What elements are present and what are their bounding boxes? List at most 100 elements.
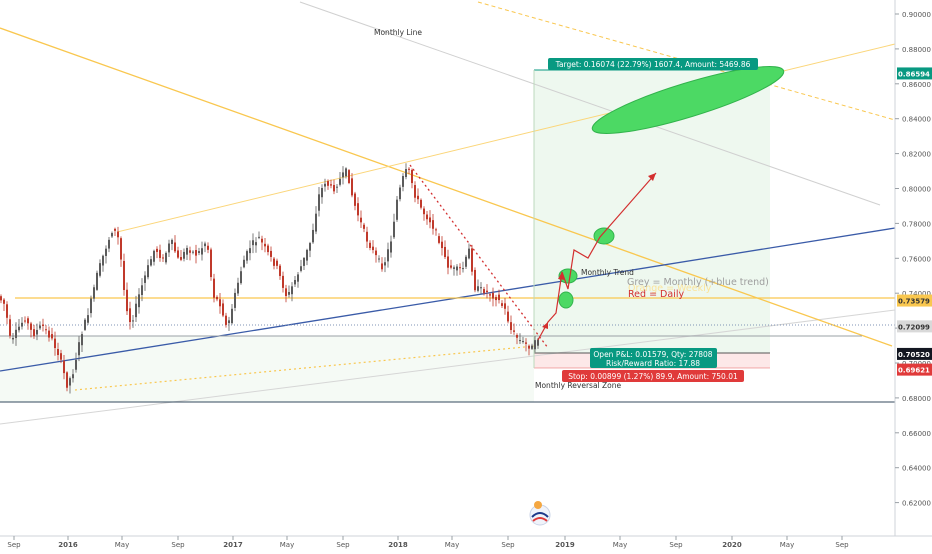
grey-long-trend[interactable] bbox=[0, 309, 896, 425]
orange-downtrend[interactable] bbox=[0, 27, 893, 347]
y-tick-label: 0.76000 bbox=[902, 255, 931, 263]
candle-body bbox=[189, 250, 191, 253]
candle-body bbox=[171, 239, 173, 244]
candle-body bbox=[279, 265, 281, 276]
candle-body bbox=[366, 231, 368, 242]
x-tick-label: May bbox=[613, 541, 627, 549]
arrow-heads bbox=[542, 173, 656, 329]
x-tick-label: Sep bbox=[7, 541, 21, 549]
candle-body bbox=[177, 250, 179, 258]
candle-body bbox=[282, 275, 284, 288]
candle-body bbox=[342, 172, 344, 178]
projection-arrows[interactable] bbox=[537, 172, 657, 341]
candle-body bbox=[135, 303, 137, 318]
candle-body bbox=[144, 275, 146, 283]
open-pl-badge[interactable]: Open P&L: 0.01579, Qty: 27808 Risk/Rewar… bbox=[590, 348, 717, 368]
candle-body bbox=[498, 294, 500, 301]
monthly-line-grey-upper[interactable] bbox=[299, 1, 881, 206]
candle-body bbox=[333, 185, 335, 192]
candle-body bbox=[327, 181, 329, 186]
candle-body bbox=[75, 359, 77, 370]
candle-body bbox=[378, 258, 380, 260]
candle-body bbox=[510, 322, 512, 331]
candle-body bbox=[210, 249, 212, 278]
candle-body bbox=[528, 345, 530, 349]
y-tick-label: 0.86000 bbox=[902, 81, 931, 89]
candle-body bbox=[258, 236, 260, 238]
candle-body bbox=[39, 325, 41, 329]
candle-body bbox=[222, 303, 224, 316]
candle-body bbox=[474, 269, 476, 291]
candle-body bbox=[87, 315, 89, 323]
projection-path[interactable] bbox=[537, 172, 657, 341]
x-tick-label: Sep bbox=[336, 541, 350, 549]
legend-grey-text: Grey = Monthly (+blue trend) bbox=[627, 277, 769, 288]
candle-body bbox=[525, 342, 527, 344]
orange-dashed-top[interactable] bbox=[477, 1, 896, 121]
candle-body bbox=[225, 315, 227, 325]
candle-body bbox=[99, 263, 101, 276]
target-label: Target: 0.16074 (22.79%) 1607.4, Amount:… bbox=[555, 60, 751, 69]
legend-hidden-text: Orange = Weekly bbox=[628, 283, 712, 294]
candle-body bbox=[312, 229, 314, 243]
ellipse-level[interactable] bbox=[558, 291, 574, 309]
risk-reward-label: Risk/Reward Ratio: 17.88 bbox=[606, 359, 700, 368]
red-dotted-daily-trend[interactable] bbox=[409, 164, 549, 349]
candle-body bbox=[315, 213, 317, 232]
orange-dotted-bottom[interactable] bbox=[74, 345, 536, 391]
candle-body bbox=[165, 252, 167, 263]
candle-body bbox=[492, 293, 494, 299]
candle-body bbox=[102, 255, 104, 266]
candle-body bbox=[336, 186, 338, 188]
candle-body bbox=[120, 238, 122, 260]
ellipse-mid[interactable] bbox=[593, 227, 615, 245]
candle-body bbox=[24, 320, 26, 322]
candle-body bbox=[348, 170, 350, 183]
candle-body bbox=[306, 249, 308, 261]
price-marker: 0.86594 bbox=[897, 67, 932, 80]
candle-body bbox=[51, 334, 53, 339]
candle-body bbox=[168, 243, 170, 253]
price-marker: 0.73579 bbox=[897, 294, 932, 307]
candle-body bbox=[309, 243, 311, 251]
target-ellipse[interactable] bbox=[587, 55, 788, 146]
candle-body bbox=[270, 250, 272, 257]
legend-red-text: Red = Daily bbox=[628, 289, 684, 300]
candle-body bbox=[456, 266, 458, 271]
candle-body bbox=[471, 248, 473, 272]
candle-body bbox=[114, 228, 116, 231]
candle-body bbox=[129, 308, 131, 323]
target-label-badge[interactable]: Target: 0.16074 (22.79%) 1607.4, Amount:… bbox=[548, 58, 758, 70]
candle-body bbox=[522, 341, 524, 343]
reversal-zone bbox=[0, 336, 534, 402]
y-tick-label: 0.64000 bbox=[902, 465, 931, 473]
candle-body bbox=[201, 248, 203, 255]
candle-body bbox=[531, 345, 533, 349]
trend-lines[interactable] bbox=[0, 1, 896, 425]
stop-label-badge[interactable]: Stop: 0.00899 (1.27%) 89.9, Amount: 750.… bbox=[562, 370, 744, 382]
candle-body bbox=[468, 248, 470, 259]
candle-body bbox=[381, 263, 383, 270]
candle-body bbox=[45, 329, 47, 331]
y-tick-label: 0.62000 bbox=[902, 500, 931, 508]
candle-body bbox=[27, 318, 29, 324]
blue-monthly-trend[interactable] bbox=[0, 227, 896, 372]
x-tick-label: 2017 bbox=[223, 541, 243, 549]
candle-body bbox=[3, 299, 5, 304]
candle-body bbox=[345, 168, 347, 177]
monthly-trend-label: Monthly Trend bbox=[581, 268, 634, 277]
candle-body bbox=[36, 329, 38, 335]
candle-body bbox=[384, 262, 386, 266]
candle-body bbox=[297, 274, 299, 282]
candle-body bbox=[495, 297, 497, 301]
tradingview-logo bbox=[529, 501, 551, 526]
candle-body bbox=[81, 334, 83, 346]
candle-body bbox=[396, 199, 398, 220]
candle-body bbox=[237, 282, 239, 294]
candle-body bbox=[393, 221, 395, 238]
candle-body bbox=[420, 199, 422, 208]
candle-body bbox=[513, 330, 515, 332]
candle-body bbox=[318, 194, 320, 211]
x-axis-ticks[interactable]: Sep 2016 May Sep 2017 May Sep 2018 May Sep 2019 May… bbox=[7, 536, 849, 549]
